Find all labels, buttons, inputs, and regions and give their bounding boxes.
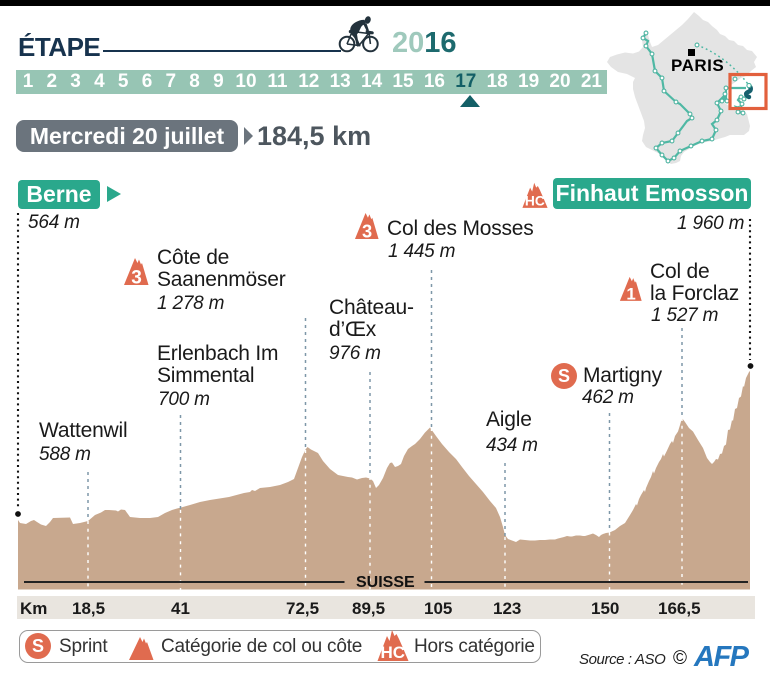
svg-text:PARIS: PARIS — [671, 56, 724, 75]
svg-text:1: 1 — [626, 285, 635, 304]
svg-text:3: 3 — [131, 268, 142, 287]
svg-text:3: 3 — [362, 221, 372, 241]
svg-text:HC: HC — [525, 192, 545, 208]
svg-text:SUISSE: SUISSE — [356, 574, 415, 591]
svg-text:HC: HC — [381, 643, 406, 662]
